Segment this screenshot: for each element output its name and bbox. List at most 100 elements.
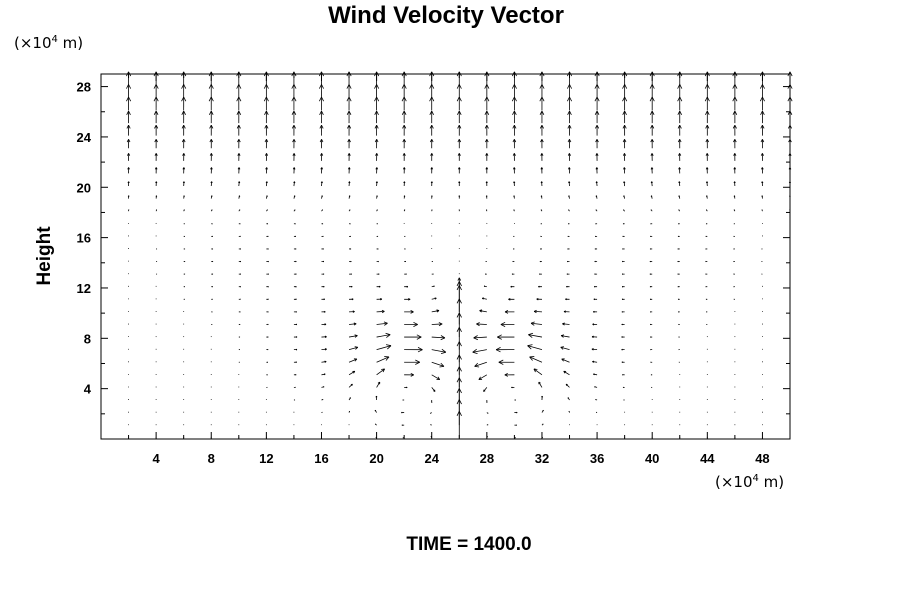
wind-vector [565,298,570,301]
wind-vector [733,139,737,149]
wind-vector [511,273,515,275]
wind-vector [650,139,654,149]
wind-vector [429,84,435,98]
wind-vector [787,110,793,124]
wind-vector [457,124,462,136]
wind-vector [678,209,681,212]
wind-vector [486,399,488,403]
wind-vector [320,181,323,187]
wind-vector [594,84,600,98]
wind-vector [319,110,324,124]
wind-vector [266,311,269,313]
wind-vector [565,383,570,388]
x-tick-label: 24 [424,451,439,466]
wind-vector [472,348,487,355]
wind-vector [401,424,405,426]
wind-vector [511,84,517,98]
wind-vector [568,167,571,174]
wind-vector [401,411,405,414]
wind-vector [621,336,625,338]
wind-vector [376,209,378,212]
wind-vector [293,209,296,212]
wind-vector [321,235,324,238]
wind-vector [456,84,462,98]
wind-vector [622,374,625,376]
wind-vector [181,110,186,124]
wind-vector [595,235,598,238]
wind-vector [264,124,269,136]
wind-vector [154,139,158,149]
wind-vector [431,348,447,355]
wind-vector [404,347,423,353]
wind-vector [512,167,516,174]
wind-vector [513,181,516,187]
wind-vector [154,124,159,136]
wind-vector [293,298,297,301]
wind-vector [677,298,680,300]
wind-vector [622,124,627,136]
wind-vector [430,181,433,187]
wind-vector [263,71,269,86]
wind-vector [126,139,131,149]
wind-vector [567,139,572,149]
wind-vector [623,195,626,199]
wind-vector [155,181,158,187]
wind-vector [478,374,488,380]
y-tick-label: 12 [77,281,91,296]
wind-vector [649,71,655,86]
wind-vector [430,424,432,426]
wind-vector [127,153,131,161]
wind-vector [319,139,324,149]
wind-vector [236,71,242,86]
wind-vector [155,209,158,212]
wind-vector [622,248,625,250]
wind-vector [211,260,214,263]
wind-vector [539,110,545,124]
wind-vector [677,71,683,86]
wind-vector [485,139,489,149]
wind-vector [376,368,385,376]
wind-vector [761,167,764,174]
wind-vector [594,260,598,263]
wind-vector [430,167,434,174]
wind-vector [266,298,269,300]
wind-vector [761,209,763,212]
wind-vector [431,361,445,368]
wind-vector [404,310,414,314]
wind-vector [485,153,489,161]
wind-vector [319,124,324,136]
wind-vector [126,96,132,111]
wind-vector [321,335,327,339]
x-tick-label: 40 [645,451,659,466]
wind-vector [293,386,296,388]
wind-vector [349,260,352,263]
wind-vector [153,110,159,124]
wind-vector [293,248,297,250]
wind-vector [539,273,542,275]
wind-vector [527,344,543,351]
wind-vector [404,297,411,301]
wind-vector [592,360,598,363]
wind-vector [375,167,379,174]
wind-vector [266,260,269,263]
wind-vector [265,167,268,174]
wind-vector [374,124,379,136]
wind-vector [594,248,598,250]
wind-vector [567,153,571,161]
plot-frame [100,73,791,440]
wind-vector [560,334,570,338]
wind-vector [153,71,159,86]
wind-vector [483,285,487,288]
wind-vector [293,374,297,376]
wind-vector [402,153,406,161]
wind-vector [591,348,598,351]
wind-vector [677,124,682,136]
wind-vector [591,335,598,339]
wind-vector [237,139,241,149]
wind-vector [430,412,432,414]
wind-vector [404,386,408,389]
wind-vector [266,209,268,212]
wind-vector [650,181,653,187]
wind-vector [732,96,738,111]
